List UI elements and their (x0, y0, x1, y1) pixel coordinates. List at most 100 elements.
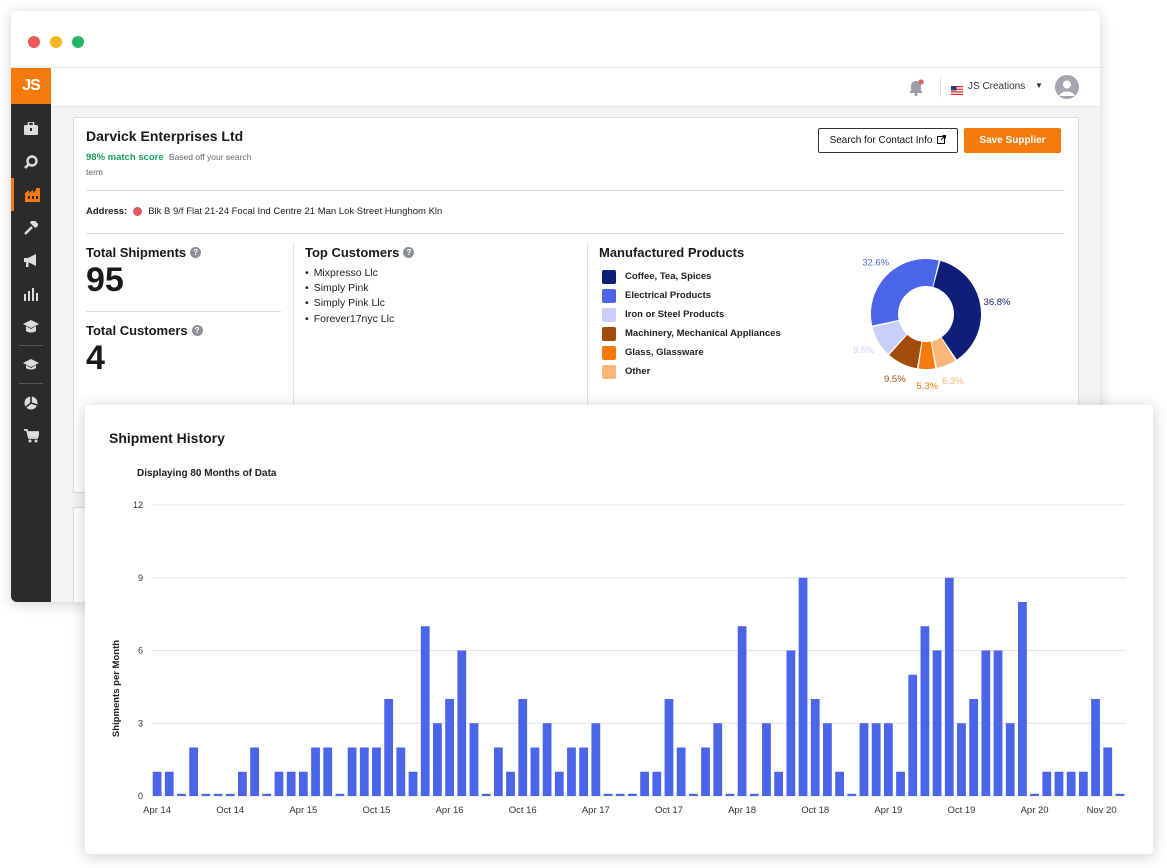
chart-bar (835, 771, 844, 796)
x-tick-label: Apr 16 (436, 805, 464, 816)
chart-bar (1103, 747, 1113, 796)
chart-bar (579, 747, 589, 796)
products-donut-chart: 36.8% 6.3% 5.3% 9.5% 9.5% 32.6% (853, 258, 1011, 389)
chevron-down-icon[interactable]: ▼ (1035, 81, 1043, 90)
academic-cap-icon[interactable] (11, 348, 51, 381)
bell-icon[interactable] (908, 79, 924, 101)
chart-bar (1005, 723, 1015, 796)
chart-bar (944, 577, 954, 796)
total-customers-text: Total Customers (86, 323, 188, 338)
aperture-icon[interactable] (11, 386, 51, 419)
chart-bar (725, 793, 735, 796)
list-item: Simply Pink (305, 281, 394, 296)
chart-bar (993, 650, 1003, 796)
x-tick-label: Apr 15 (289, 805, 317, 816)
x-tick-label: Oct 16 (509, 805, 537, 816)
donut-slice (872, 320, 907, 354)
x-tick-label: Oct 18 (801, 805, 829, 816)
chart-bar (445, 699, 454, 796)
donut-label: 9.5% (884, 374, 906, 385)
briefcase-icon[interactable] (11, 112, 51, 145)
chart-bar (323, 747, 333, 796)
search-contact-button[interactable]: Search for Contact Info (818, 128, 958, 153)
legend-item: Electrical Products (602, 286, 781, 305)
megaphone-icon[interactable] (11, 244, 51, 277)
y-tick-label: 6 (138, 646, 143, 656)
chart-bar (213, 793, 223, 796)
chart-bar (311, 747, 320, 796)
shipment-history-chart: 0 3 6 9 12 Shipments per Month Apr 14 Oct 14 Apr… (111, 500, 1126, 816)
factory-icon[interactable] (11, 178, 51, 211)
chart-bar (1030, 793, 1039, 796)
match-score: 98% match score Based off your search (86, 152, 251, 163)
chart-bar (567, 747, 576, 796)
total-shipments-label: Total Shipments ? (86, 245, 202, 260)
company-logo[interactable]: JS (11, 68, 51, 104)
chart-bar (981, 650, 991, 796)
help-icon[interactable]: ? (403, 247, 415, 258)
hammer-icon[interactable] (11, 211, 51, 244)
donut-label: 32.6% (862, 258, 889, 269)
chart-bar (957, 723, 966, 796)
company-selector[interactable]: JS Creations (968, 81, 1026, 92)
chart-bar (177, 793, 186, 796)
chart-bar (859, 723, 869, 796)
address-row: Address: Blk B 9/f Flat 21-24 Focal Ind … (86, 206, 442, 217)
chart-bar (164, 771, 174, 796)
chart-bar (798, 577, 808, 796)
legend-item: Iron or Steel Products (602, 305, 781, 324)
external-link-icon (937, 134, 947, 147)
legend-item: Glass, Glassware (602, 343, 781, 362)
graduation-cap-icon[interactable] (11, 310, 51, 343)
chart-bar (688, 793, 698, 796)
list-item: Mixpresso Llc (305, 266, 394, 281)
x-tick-label: Apr 20 (1021, 805, 1049, 816)
sidebar-divider (19, 345, 43, 346)
donut-slice (931, 337, 956, 368)
help-icon[interactable]: ? (190, 247, 202, 258)
donut-label: 36.8% (984, 297, 1011, 308)
chart-bar (603, 793, 613, 796)
close-window-button[interactable] (28, 36, 40, 48)
chart-bar (883, 723, 893, 796)
search-icon[interactable] (11, 145, 51, 178)
chart-bar (1042, 771, 1052, 796)
chart-bar (1066, 771, 1076, 796)
total-customers-value: 4 (86, 339, 105, 377)
location-dot-icon (133, 207, 143, 216)
list-item: Forever17nyc Llc (305, 312, 395, 327)
chart-bar (640, 771, 649, 796)
cart-icon[interactable] (11, 419, 51, 452)
legend-label: Machinery, Mechanical Appliances (625, 328, 781, 339)
x-tick-label: Oct 14 (216, 805, 244, 816)
chart-bar (286, 771, 296, 796)
y-axis-label: Shipments per Month (111, 640, 122, 737)
bar-chart-icon[interactable] (11, 277, 51, 310)
save-supplier-button[interactable]: Save Supplier (964, 128, 1061, 153)
avatar[interactable] (1055, 75, 1079, 99)
help-icon[interactable]: ? (191, 325, 203, 336)
maximize-window-button[interactable] (72, 36, 84, 48)
x-tick-label: Oct 17 (655, 805, 683, 816)
chart-bar (384, 699, 394, 796)
chart-bar (652, 771, 662, 796)
chart-bar (1091, 699, 1100, 796)
shipment-history-title: Shipment History (109, 430, 225, 446)
y-tick-label: 0 (138, 791, 143, 801)
column-divider (293, 244, 294, 414)
chart-bar (262, 793, 272, 796)
chart-bar (676, 747, 686, 796)
donut-label: 5.3% (916, 381, 938, 389)
x-tick-label: Oct 19 (947, 805, 975, 816)
chart-bar (506, 771, 515, 796)
topbar-divider (940, 77, 941, 97)
match-score-note: Based off your search (168, 152, 252, 162)
chart-bar (530, 747, 540, 796)
window-titlebar (11, 11, 1100, 68)
chart-bar (408, 771, 418, 796)
total-shipments-text: Total Shipments (86, 245, 187, 260)
minimize-window-button[interactable] (50, 36, 62, 48)
match-score-value: 98% match score (86, 152, 164, 163)
y-tick-label: 12 (133, 500, 143, 510)
chart-bar (628, 793, 637, 796)
